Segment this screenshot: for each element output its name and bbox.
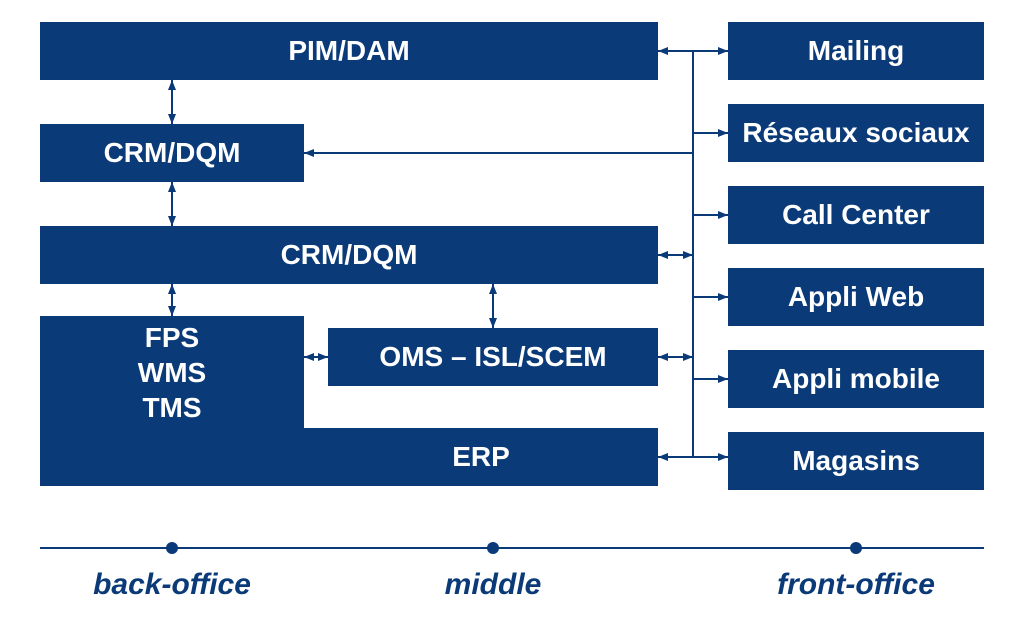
block-appli-mobile: Appli mobile [728,350,984,408]
block-reseaux-sociaux: Réseaux sociaux [728,104,984,162]
label-fps-wms-tms: FPS WMS TMS [40,316,304,428]
axis-label-back-office: back-office [52,568,292,602]
axis-label-front-office: front-office [736,568,976,602]
block-call-center: Call Center [728,186,984,244]
label-erp: ERP [304,428,658,486]
block-mailing: Mailing [728,22,984,80]
diagram-stage: PIM/DAM CRM/DQM CRM/DQM OMS – ISL/SCEM F… [0,0,1024,632]
block-magasins: Magasins [728,432,984,490]
block-appli-web: Appli Web [728,268,984,326]
axis-label-middle: middle [373,568,613,602]
